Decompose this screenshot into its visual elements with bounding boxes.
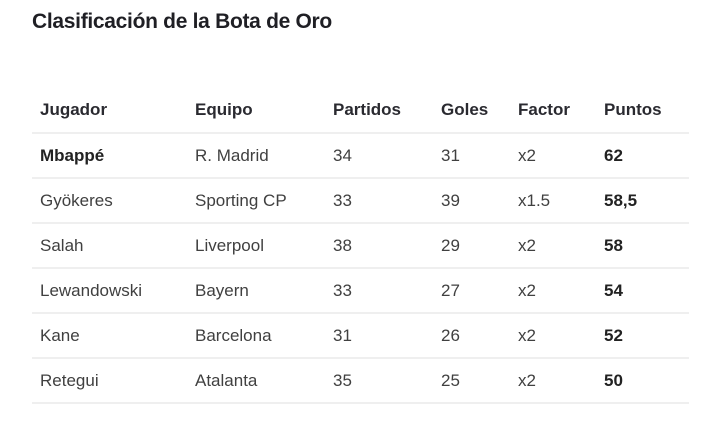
goals-value: 27: [433, 268, 510, 314]
matches-value: 34: [325, 133, 433, 179]
header-partidos: Partidos: [325, 88, 433, 134]
header-puntos: Puntos: [596, 88, 689, 134]
points-value: 54: [596, 268, 689, 314]
table-header-row: Jugador Equipo Partidos Goles Factor Pun…: [32, 88, 689, 134]
goals-value: 26: [433, 313, 510, 359]
team-name: Bayern: [187, 268, 325, 314]
table-row: Salah Liverpool 38 29 x2 58: [32, 223, 689, 269]
factor-value: x2: [510, 358, 596, 404]
points-value: 58: [596, 223, 689, 269]
goals-value: 25: [433, 358, 510, 404]
header-factor: Factor: [510, 88, 596, 134]
factor-value: x2: [510, 223, 596, 269]
factor-value: x2: [510, 313, 596, 359]
team-name: R. Madrid: [187, 133, 325, 179]
matches-value: 33: [325, 268, 433, 314]
player-name: Kane: [32, 313, 187, 359]
golden-boot-table: Jugador Equipo Partidos Goles Factor Pun…: [32, 88, 689, 404]
table-row: Mbappé R. Madrid 34 31 x2 62: [32, 133, 689, 179]
table-row: Gyökeres Sporting CP 33 39 x1.5 58,5: [32, 178, 689, 224]
header-equipo: Equipo: [187, 88, 325, 134]
table-row: Kane Barcelona 31 26 x2 52: [32, 313, 689, 359]
matches-value: 33: [325, 178, 433, 224]
team-name: Atalanta: [187, 358, 325, 404]
points-value: 58,5: [596, 178, 689, 224]
goals-value: 39: [433, 178, 510, 224]
points-value: 50: [596, 358, 689, 404]
factor-value: x1.5: [510, 178, 596, 224]
factor-value: x2: [510, 133, 596, 179]
matches-value: 31: [325, 313, 433, 359]
header-goles: Goles: [433, 88, 510, 134]
matches-value: 35: [325, 358, 433, 404]
matches-value: 38: [325, 223, 433, 269]
goals-value: 31: [433, 133, 510, 179]
team-name: Sporting CP: [187, 178, 325, 224]
player-name: Gyökeres: [32, 178, 187, 224]
factor-value: x2: [510, 268, 596, 314]
table-row: Lewandowski Bayern 33 27 x2 54: [32, 268, 689, 314]
page-title: Clasificación de la Bota de Oro: [32, 10, 332, 33]
player-name: Retegui: [32, 358, 187, 404]
points-value: 62: [596, 133, 689, 179]
points-value: 52: [596, 313, 689, 359]
player-name: Mbappé: [32, 133, 187, 179]
goals-value: 29: [433, 223, 510, 269]
team-name: Barcelona: [187, 313, 325, 359]
header-jugador: Jugador: [32, 88, 187, 134]
player-name: Salah: [32, 223, 187, 269]
team-name: Liverpool: [187, 223, 325, 269]
table-row: Retegui Atalanta 35 25 x2 50: [32, 358, 689, 404]
player-name: Lewandowski: [32, 268, 187, 314]
